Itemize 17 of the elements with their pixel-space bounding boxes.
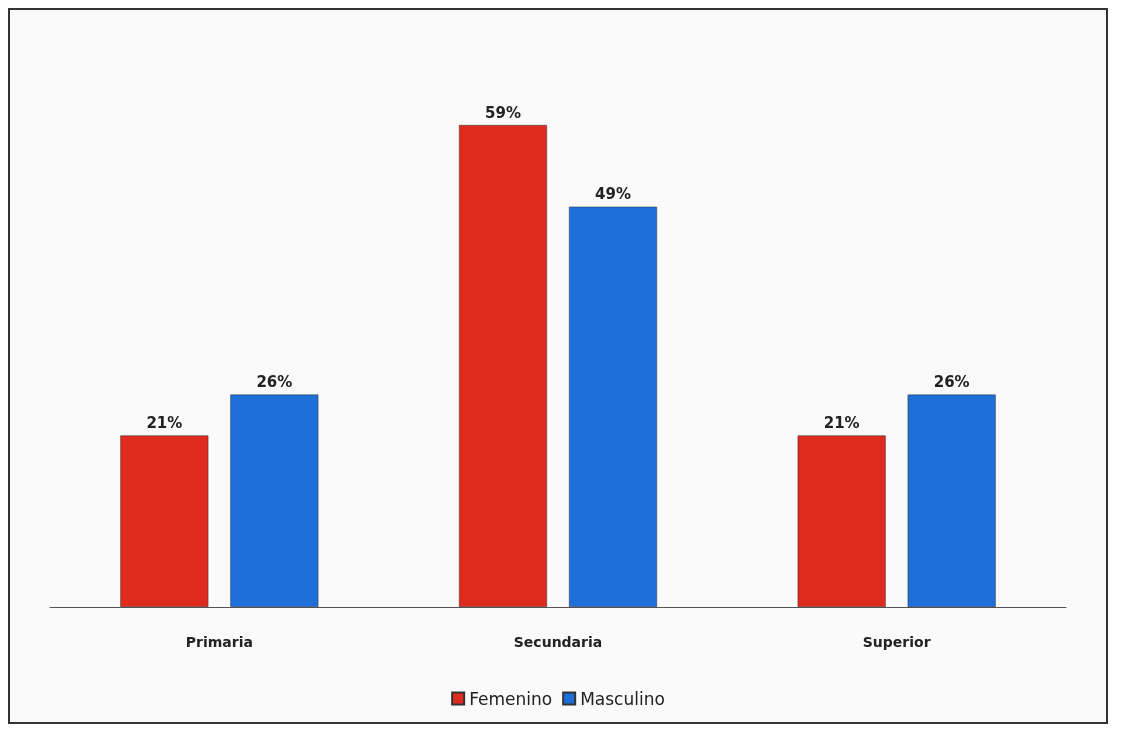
data-label: 59% (485, 103, 521, 122)
bar (569, 206, 657, 607)
x-tick-label: Superior (862, 634, 931, 650)
bar (797, 435, 886, 607)
legend-label: Masculino (580, 688, 665, 709)
bar (120, 435, 209, 607)
x-tick-label: Primaria (185, 634, 253, 650)
data-label: 49% (595, 185, 631, 204)
data-label: 21% (823, 413, 860, 432)
legend-label: Femenino (469, 688, 553, 709)
data-label: 26% (933, 373, 970, 392)
x-tick-label: Secundaria (513, 634, 603, 650)
bar (230, 394, 319, 607)
data-label: 26% (256, 373, 293, 392)
data-label: 21% (146, 413, 183, 432)
bar (459, 125, 547, 607)
bar (907, 394, 996, 607)
